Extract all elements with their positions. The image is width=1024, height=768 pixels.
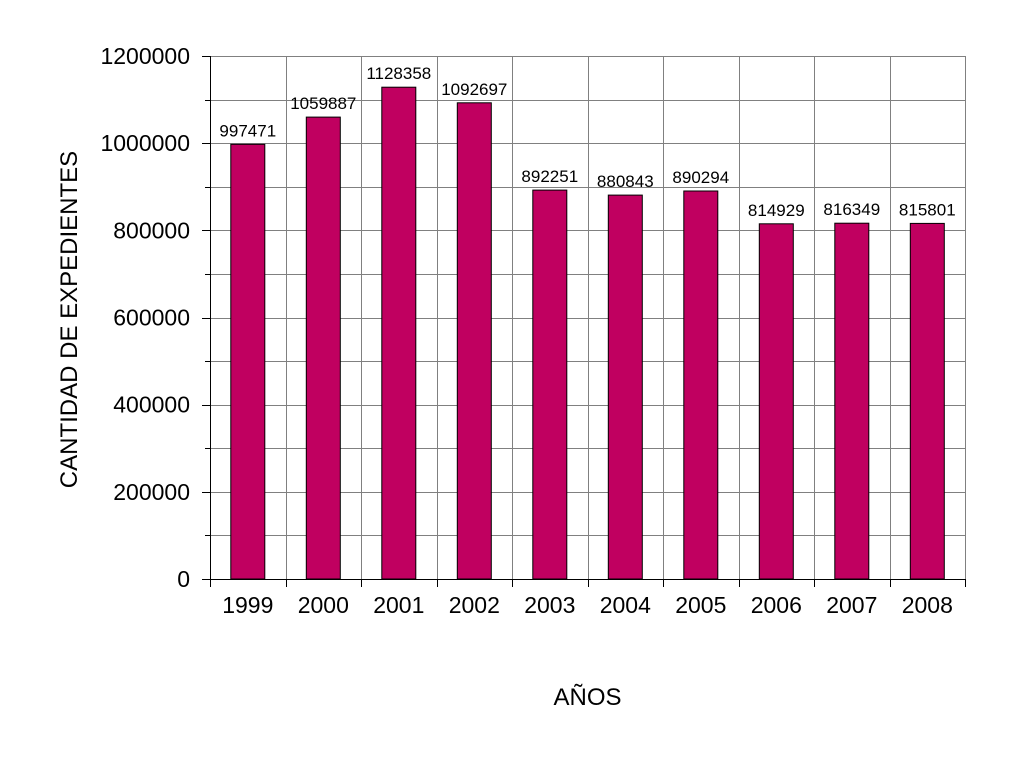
bars: [230, 86, 945, 580]
data-label-2005: 890294: [672, 168, 729, 187]
y-tick-label: 1200000: [100, 43, 190, 69]
y-tick-label: 0: [177, 566, 190, 592]
x-tick-label-2007: 2007: [826, 592, 877, 618]
bar-1999: [230, 143, 266, 580]
y-tick-label: 200000: [113, 479, 190, 505]
x-tick-label-2005: 2005: [675, 592, 726, 618]
bar-2005: [683, 190, 719, 580]
y-tick-label: 400000: [113, 392, 190, 418]
data-label-2003: 892251: [521, 167, 578, 186]
data-label-2000: 1059887: [290, 94, 356, 113]
y-tick-label: 600000: [113, 305, 190, 331]
data-labels: 997471 1059887 1128358 1092697 892251 880843 8…: [219, 64, 955, 220]
y-tick-label: 1000000: [100, 130, 190, 156]
x-tick-label-2002: 2002: [449, 592, 500, 618]
x-tick-label-2004: 2004: [600, 592, 651, 618]
x-tick-label-2001: 2001: [373, 592, 424, 618]
x-tick-label-2006: 2006: [751, 592, 802, 618]
y-tick-label: 800000: [113, 217, 190, 243]
bar-2006: [758, 223, 794, 580]
x-tick-label-2008: 2008: [902, 592, 953, 618]
bar-2002: [456, 102, 492, 580]
x-tick-label-2000: 2000: [298, 592, 349, 618]
data-label-2002: 1092697: [441, 80, 507, 99]
data-label-1999: 997471: [219, 121, 276, 140]
bar-2001: [381, 86, 417, 580]
y-axis-title: CANTIDAD DE EXPEDIENTES: [56, 151, 83, 488]
x-axis-title: AÑOS: [553, 684, 621, 711]
x-tick-labels: 1999 2000 2001 2002 2003 2004 2005 2006 2007 2008: [222, 592, 953, 618]
data-label-2004: 880843: [597, 172, 654, 191]
bar-2000: [305, 116, 341, 580]
bar-2004: [607, 194, 643, 580]
data-label-2008: 815801: [899, 200, 956, 219]
axes: [202, 56, 966, 587]
bar-2008: [909, 222, 945, 580]
bar-2007: [834, 222, 870, 580]
data-label-2006: 814929: [748, 201, 805, 220]
bar-2003: [532, 189, 568, 580]
y-tick-labels: 0 200000 400000 600000 800000 1000000 1200000: [100, 43, 190, 592]
data-label-2001: 1128358: [366, 64, 431, 83]
x-tick-label-2003: 2003: [524, 592, 575, 618]
x-tick-label-1999: 1999: [222, 592, 273, 618]
data-label-2007: 816349: [823, 200, 880, 219]
